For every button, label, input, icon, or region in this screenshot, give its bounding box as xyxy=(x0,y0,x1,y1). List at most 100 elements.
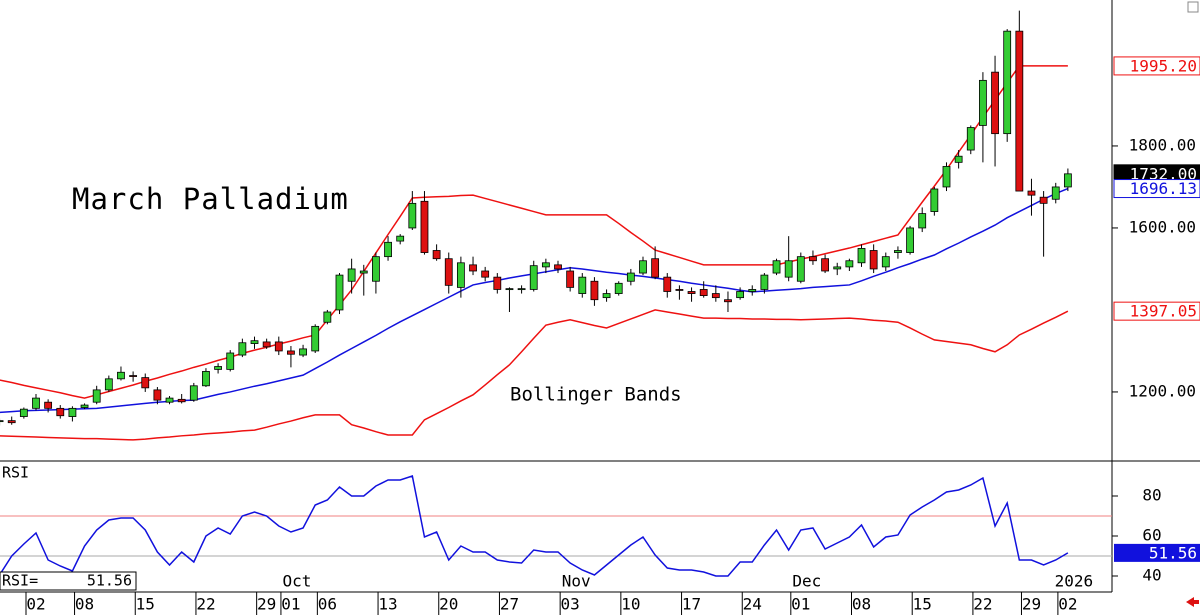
candle-body xyxy=(966,127,975,151)
candle-body xyxy=(1015,30,1024,192)
candle-body xyxy=(456,262,465,288)
candle-body xyxy=(991,71,999,135)
candle-body xyxy=(68,407,77,417)
y-tick-label: 60 xyxy=(1142,526,1161,545)
candle-body xyxy=(1027,190,1036,196)
candle-body xyxy=(189,385,198,401)
x-tick-label: 03 xyxy=(561,595,580,614)
candle-body xyxy=(202,371,210,387)
candle-body xyxy=(396,235,405,242)
candle-body xyxy=(954,155,963,163)
candle-body xyxy=(541,262,550,268)
month-label: Oct xyxy=(282,572,311,591)
x-tick-label: 17 xyxy=(682,595,701,614)
rsi-value-box xyxy=(1114,543,1200,562)
candle-body xyxy=(384,241,392,258)
candle-body xyxy=(687,291,696,294)
candle-body xyxy=(833,266,842,270)
candle-body xyxy=(529,265,538,290)
x-tick-label: 20 xyxy=(439,595,458,614)
candle-body xyxy=(626,272,635,282)
candle-body xyxy=(517,288,526,291)
candle-body xyxy=(432,250,441,260)
candle-body xyxy=(19,408,28,417)
annotation: Bollinger Bands xyxy=(510,384,682,406)
rsi-readout-value: 51.56 xyxy=(87,572,132,590)
candle-body xyxy=(117,371,125,380)
price-label: 1696.13 xyxy=(1130,179,1197,198)
price-label-box xyxy=(1113,56,1200,76)
candle-body xyxy=(323,311,332,323)
x-tick-label: 01 xyxy=(281,595,300,614)
candle-body xyxy=(469,264,477,272)
y-tick-label: 1200.00 xyxy=(1129,381,1196,400)
candle-body xyxy=(857,248,866,264)
x-tick-label: 10 xyxy=(621,595,640,614)
candle-body xyxy=(56,407,65,417)
candle-body xyxy=(177,398,186,403)
candle-body xyxy=(760,274,769,290)
y-tick-label: 80 xyxy=(1142,486,1161,505)
candle-body xyxy=(505,288,514,291)
candle-body xyxy=(44,401,53,409)
month-label: 2026 xyxy=(1055,572,1094,591)
candle-body xyxy=(881,256,890,268)
candle-body xyxy=(663,276,672,292)
candle-body xyxy=(651,258,660,278)
candle-body xyxy=(845,260,854,268)
y-tick-label: 40 xyxy=(1142,566,1161,585)
price-label-box xyxy=(1113,179,1200,199)
candle-body xyxy=(821,258,829,272)
candle-body xyxy=(1063,173,1072,188)
rsi-readout-box xyxy=(0,571,137,591)
x-tick-label: 27 xyxy=(500,595,519,614)
x-tick-label: 02 xyxy=(1058,595,1077,614)
candle-body xyxy=(869,250,878,270)
x-tick-label: 13 xyxy=(378,595,397,614)
rsi-readout-label: RSI= xyxy=(2,572,38,590)
candle-body xyxy=(420,200,429,253)
month-label: Nov xyxy=(562,572,591,591)
x-tick-label: 29 xyxy=(257,595,276,614)
candle-body xyxy=(165,397,174,403)
x-tick-label: 22 xyxy=(196,595,215,614)
candle-body xyxy=(32,397,40,409)
candle-body xyxy=(274,341,283,352)
candle-body xyxy=(153,389,162,401)
candle-body xyxy=(335,274,344,311)
candle-body xyxy=(0,420,4,423)
corner-icon[interactable] xyxy=(1187,1,1199,13)
candle-body xyxy=(639,260,647,274)
month-label: Dec xyxy=(792,572,821,591)
candle-body xyxy=(287,350,295,355)
rsi-title: RSI xyxy=(2,464,29,482)
candle-body xyxy=(602,293,611,299)
bollinger-band xyxy=(0,65,1068,399)
candle-body xyxy=(104,378,113,391)
x-tick-label: 15 xyxy=(136,595,155,614)
x-tick-label: 06 xyxy=(318,595,337,614)
candle-body xyxy=(92,389,101,403)
candle-body xyxy=(311,325,320,352)
candle-body xyxy=(748,289,757,292)
candle-body xyxy=(1051,186,1060,200)
candle-body xyxy=(129,375,138,377)
candle-body xyxy=(699,289,708,296)
candle-body xyxy=(1003,30,1012,135)
candle-body xyxy=(578,276,587,294)
x-tick-label: 08 xyxy=(75,595,94,614)
candle-body xyxy=(262,341,271,348)
candle-body xyxy=(979,79,987,126)
scroll-arrow[interactable] xyxy=(1186,597,1199,607)
chart-title: March Palladium xyxy=(72,182,349,216)
y-tick-label: 1800.00 xyxy=(1129,135,1196,154)
candle-body xyxy=(711,293,720,299)
candle-body xyxy=(493,276,502,290)
candle-body xyxy=(724,299,732,303)
candle-body xyxy=(250,340,259,344)
x-tick-label: 22 xyxy=(973,595,992,614)
candle-body xyxy=(930,188,939,212)
